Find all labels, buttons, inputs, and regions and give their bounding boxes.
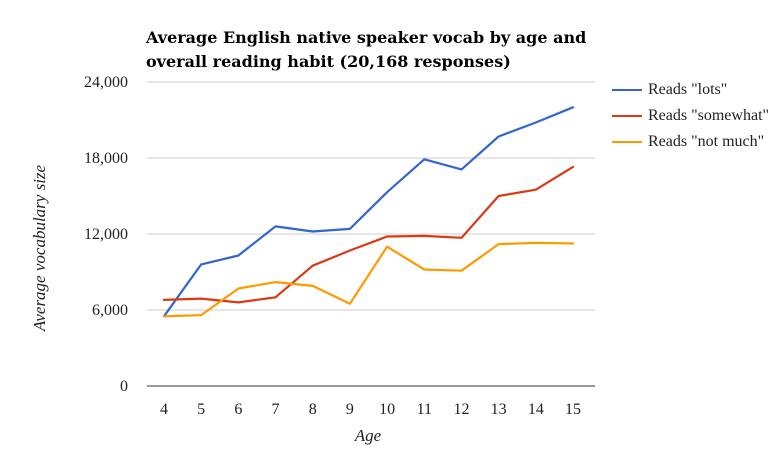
y-tick-label: 6,000 — [92, 302, 128, 319]
x-tick-label: 5 — [197, 401, 205, 418]
y-tick-label: 12,000 — [84, 226, 128, 243]
legend-label: Reads "somewhat" — [648, 107, 770, 124]
x-axis-ticks: 4 5 6 7 8 9 10 11 12 13 14 15 — [160, 401, 581, 418]
x-tick-label: 13 — [491, 401, 507, 418]
y-axis-ticks: 0 6,000 12,000 18,000 24,000 — [84, 74, 128, 395]
y-tick-label: 24,000 — [84, 74, 128, 91]
chart-legend: Reads "lots" Reads "somewhat" Reads "not m… — [612, 79, 772, 157]
x-tick-label: 12 — [453, 401, 469, 418]
legend-item: Reads "somewhat" — [612, 105, 772, 127]
legend-item: Reads "not much" — [612, 131, 772, 153]
x-tick-label: 7 — [272, 401, 280, 418]
x-tick-label: 14 — [528, 401, 544, 418]
legend-swatch — [612, 89, 642, 91]
legend-label: Reads "lots" — [648, 81, 728, 98]
x-tick-label: 8 — [309, 401, 317, 418]
x-tick-label: 4 — [160, 401, 168, 418]
legend-swatch — [612, 115, 642, 117]
x-tick-label: 10 — [379, 401, 395, 418]
x-tick-label: 15 — [565, 401, 581, 418]
y-axis-title: Average vocabulary size — [30, 164, 49, 332]
x-tick-label: 11 — [417, 401, 432, 418]
x-tick-label: 9 — [346, 401, 354, 418]
chart-title: Average English native speaker vocab by … — [146, 28, 587, 71]
legend-item: Reads "lots" — [612, 79, 772, 101]
y-tick-label: 0 — [120, 378, 128, 395]
legend-swatch — [612, 141, 642, 143]
y-tick-label: 18,000 — [84, 150, 128, 167]
gridlines — [147, 81, 595, 387]
x-axis-title: Age — [354, 426, 382, 445]
series-line-1 — [162, 106, 575, 318]
series-line-2 — [162, 165, 575, 304]
legend-label: Reads "not much" — [648, 133, 765, 150]
series-line-3 — [162, 241, 575, 318]
x-tick-label: 6 — [234, 401, 242, 418]
series-lines — [162, 106, 575, 318]
